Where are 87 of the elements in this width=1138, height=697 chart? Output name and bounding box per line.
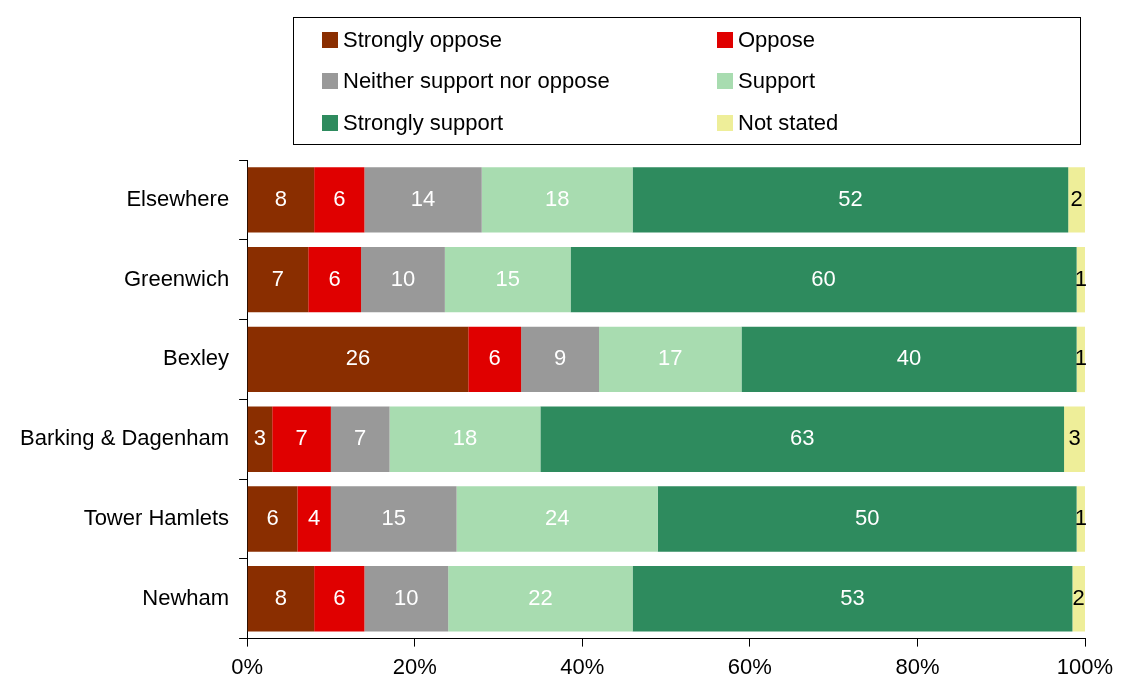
bar [247,406,273,472]
bar [308,246,362,313]
bar [330,486,457,552]
data-label: 18 [544,185,570,211]
data-label: 8 [274,185,288,211]
bar [1064,406,1085,472]
bar [247,326,469,393]
data-label: 9 [553,345,567,371]
data-label: 15 [381,505,406,531]
legend-label: Oppose [738,26,816,53]
bar [521,326,600,393]
legend-label: Strongly support [343,109,504,136]
bar [444,246,571,313]
x-tick-label: 60% [727,653,772,679]
data-label: 6 [333,584,346,610]
data-label: 60 [811,265,836,291]
data-label: 1 [1074,265,1087,291]
bar [599,326,742,393]
data-label: 6 [328,265,341,291]
data-label: 22 [528,584,553,610]
data-label: 8 [274,584,288,610]
legend-label: Not stated [738,109,839,136]
bar [456,486,658,552]
data-label: 18 [452,425,478,451]
data-label: 7 [295,425,308,451]
bar [330,406,390,472]
data-label: 2 [1072,584,1085,610]
y-tick-label: Greenwich [123,265,230,291]
bar [272,406,331,472]
data-label: 63 [789,425,815,451]
legend-label: Neither support nor oppose [343,68,610,94]
bar [448,566,633,632]
data-label: 7 [354,425,367,451]
data-label: 15 [495,265,520,291]
bar [632,167,1069,233]
y-tick-label: Tower Hamlets [83,505,230,531]
x-tick-label: 0% [231,653,264,679]
y-tick-label: Bexley [163,345,230,371]
data-label: 1 [1074,505,1087,531]
data-label: 3 [253,425,267,451]
bar [1068,167,1085,233]
bar [657,486,1077,552]
bar [540,406,1065,472]
data-label: 40 [896,345,922,371]
bar [314,566,365,632]
bar [247,167,315,233]
data-label: 4 [308,505,321,531]
data-label: 1 [1074,345,1087,371]
data-label: 3 [1068,425,1081,451]
data-label: 52 [838,185,863,211]
x-tick-label: 80% [895,653,940,679]
bar [297,486,331,552]
bar [314,167,365,233]
bar [361,246,445,313]
data-label: 2 [1070,185,1083,211]
data-label: 50 [854,505,880,531]
bar [1072,566,1085,632]
x-tick-label: 100% [1056,653,1114,679]
bar [247,246,309,313]
data-label: 17 [658,345,683,371]
legend-label: Support [738,68,816,94]
y-tick-label: Elsewhere [126,185,230,211]
data-label: 7 [271,265,285,291]
data-label: 6 [488,345,501,371]
y-tick-label: Barking & Dagenham [19,425,230,451]
data-label: 10 [390,265,416,291]
bar [741,326,1077,393]
bar [468,326,522,393]
bar [570,246,1077,313]
data-label: 10 [394,584,419,610]
bar [389,406,541,472]
data-label: 26 [345,345,371,371]
x-tick-label: 40% [560,653,605,679]
data-label: 6 [266,505,279,531]
bar [247,566,315,632]
data-label: 6 [333,185,346,211]
data-label: 14 [410,185,436,211]
data-label: 53 [840,584,865,610]
y-tick-label: Newham [142,584,230,610]
legend-label: Strongly oppose [343,26,502,53]
bar [632,566,1073,632]
bar [481,167,633,233]
bar [247,486,298,552]
bar [364,167,482,233]
bar [364,566,449,632]
x-tick-label: 20% [392,653,437,679]
data-label: 24 [544,505,570,531]
